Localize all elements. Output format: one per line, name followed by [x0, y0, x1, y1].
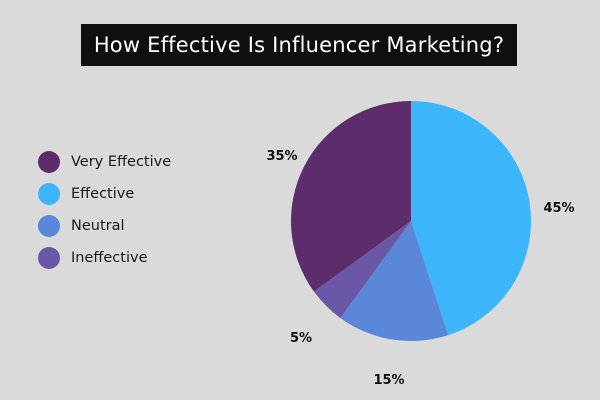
- chart-title: How Effective Is Influencer Marketing?: [93, 33, 505, 57]
- legend-swatch-neutral: [38, 215, 60, 237]
- pie-slice-ineffective: [313, 221, 411, 319]
- pie-slice-neutral: [340, 221, 449, 342]
- legend-item-very-effective: Very Effective: [38, 146, 171, 178]
- data-label-neutral: 15%: [373, 373, 404, 388]
- pie-slice-very-effective: [291, 101, 411, 292]
- data-label-ineffective: 5%: [290, 331, 312, 346]
- legend-item-effective: Effective: [38, 178, 171, 210]
- legend-item-neutral: Neutral: [38, 210, 171, 242]
- pie-slice-effective: [411, 101, 532, 336]
- legend-label-very-effective: Very Effective: [71, 154, 172, 170]
- data-label-effective: 45%: [543, 201, 574, 216]
- chart-title-box: How Effective Is Influencer Marketing?: [81, 24, 517, 66]
- legend-swatch-effective: [38, 183, 60, 205]
- legend-label-neutral: Neutral: [71, 218, 125, 234]
- legend-item-ineffective: Ineffective: [38, 242, 171, 274]
- legend-label-ineffective: Ineffective: [71, 250, 148, 266]
- data-label-very-effective: 35%: [266, 149, 297, 164]
- legend: Very Effective Effective Neutral Ineffec…: [38, 146, 171, 274]
- legend-swatch-very-effective: [38, 151, 60, 173]
- legend-label-effective: Effective: [71, 186, 135, 202]
- legend-swatch-ineffective: [38, 247, 60, 269]
